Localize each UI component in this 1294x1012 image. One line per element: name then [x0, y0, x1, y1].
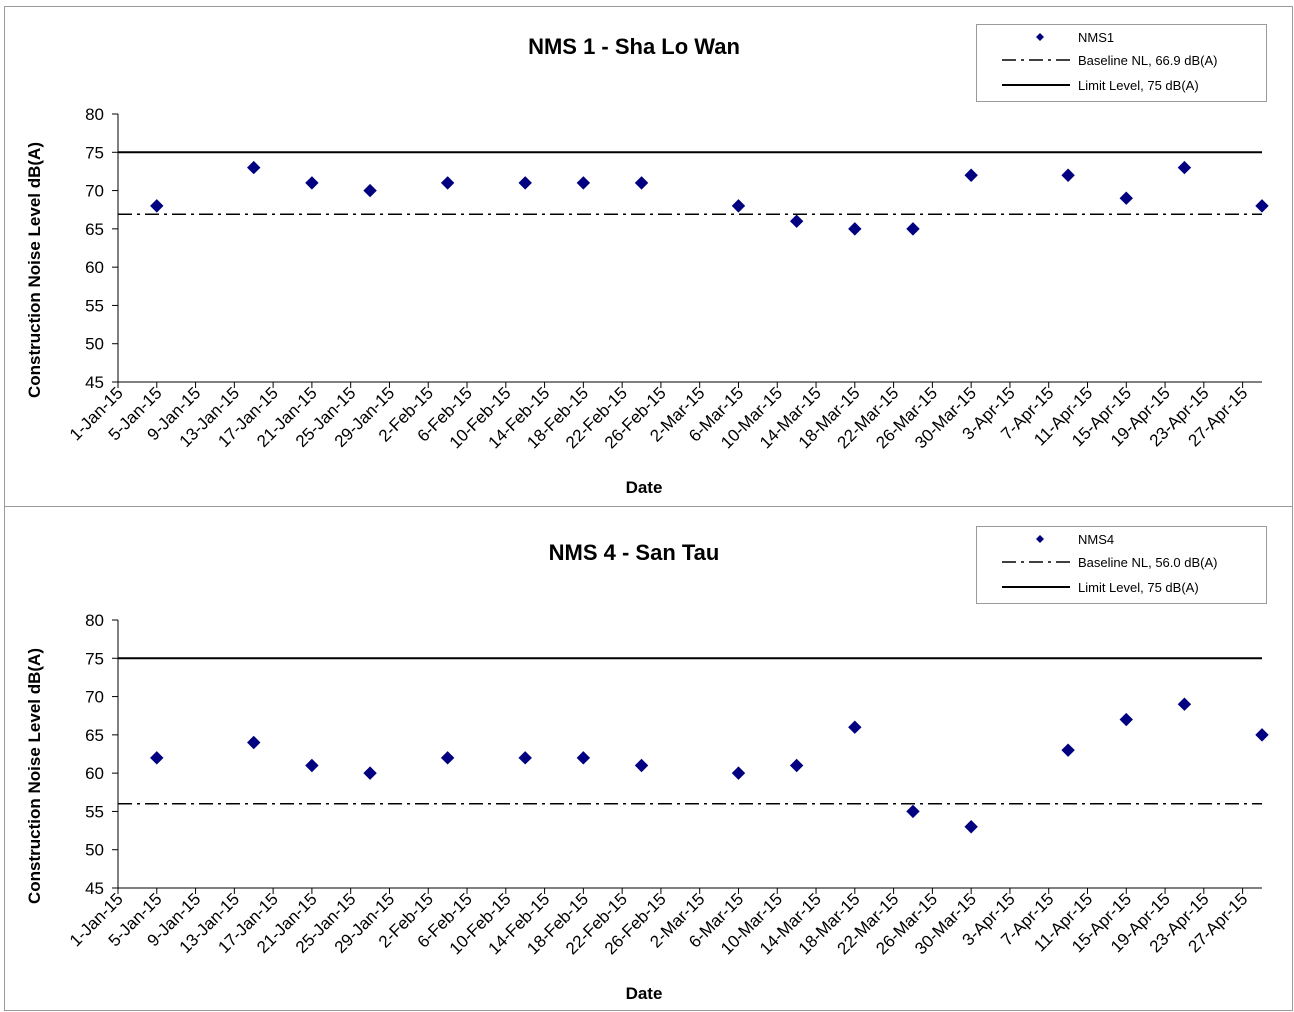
data-point — [440, 176, 455, 190]
data-point — [150, 751, 164, 765]
data-point — [576, 751, 591, 765]
chart-title: NMS 1 - Sha Lo Wan — [528, 34, 740, 59]
data-point — [1177, 160, 1192, 175]
y-tick-label: 45 — [85, 373, 104, 392]
data-point — [1255, 199, 1269, 213]
data-point — [634, 758, 649, 773]
chart-border — [4, 506, 1293, 1011]
x-axis-title: Date — [626, 478, 663, 497]
chart-title: NMS 4 - San Tau — [549, 540, 720, 565]
data-point — [848, 222, 862, 236]
legend-label: NMS4 — [1078, 532, 1114, 547]
data-point — [518, 176, 532, 190]
chart-nms1: NMS 1 - Sha Lo Wan45505560657075801-Jan-… — [4, 6, 1293, 506]
y-tick-label: 75 — [85, 649, 104, 668]
data-point — [305, 758, 319, 773]
y-tick-label: 50 — [85, 335, 104, 354]
data-point — [964, 820, 978, 834]
data-point — [363, 183, 377, 198]
legend-label: Limit Level, 75 dB(A) — [1078, 78, 1199, 93]
data-point — [789, 214, 804, 228]
legend-label: Limit Level, 75 dB(A) — [1078, 580, 1199, 595]
y-tick-label: 80 — [85, 611, 104, 630]
data-point — [576, 176, 591, 190]
chart-border — [4, 6, 1293, 506]
chart-panel-nms4: NMS 4 - San Tau 45 50 55 60 65 70 75 80 1-Jan-15 5… — [0, 506, 1294, 1012]
data-point — [1061, 743, 1075, 757]
data-point — [848, 720, 862, 734]
y-tick-label: 45 — [85, 879, 104, 898]
y-tick-label: 60 — [85, 258, 104, 277]
legend: NMS4 Baseline NL, 56.0 dB(A) Limit Level, … — [976, 526, 1267, 604]
legend-label: Baseline NL, 56.0 dB(A) — [1078, 555, 1217, 570]
data-point — [150, 199, 164, 213]
legend-label: NMS1 — [1078, 30, 1114, 45]
y-axis-title: Construction Noise Level dB(A) — [25, 648, 44, 904]
chart-nms4: NMS 4 - San Tau45505560657075801-Jan-155… — [4, 506, 1293, 1011]
y-tick-label: 60 — [85, 764, 104, 783]
data-point — [1061, 168, 1075, 182]
data-point — [1255, 728, 1269, 742]
data-point — [518, 751, 532, 765]
y-tick-label: 55 — [85, 296, 104, 315]
legend-box — [976, 24, 1267, 102]
legend-marker — [1036, 33, 1044, 41]
legend-box — [976, 526, 1267, 604]
data-point — [1119, 191, 1133, 205]
data-point — [247, 160, 261, 175]
data-point — [731, 199, 746, 213]
y-axis-title: Construction Noise Level dB(A) — [25, 142, 44, 398]
legend: NMS1 Baseline NL, 66.9 dB(A) Limit Level, … — [976, 24, 1267, 102]
x-axis-title: Date — [626, 984, 663, 1003]
y-tick-label: 75 — [85, 143, 104, 162]
y-tick-label: 65 — [85, 726, 104, 745]
data-point — [964, 168, 978, 182]
data-point — [731, 766, 746, 780]
legend-marker — [1036, 535, 1044, 543]
data-point — [1119, 712, 1133, 727]
y-tick-label: 55 — [85, 802, 104, 821]
data-point — [247, 735, 261, 750]
legend-label: Baseline NL, 66.9 dB(A) — [1078, 53, 1217, 68]
data-point — [305, 176, 319, 190]
data-point — [634, 176, 649, 190]
y-tick-label: 70 — [85, 688, 104, 707]
data-point — [363, 766, 377, 780]
chart-panel-nms1: NMS 1 - Sha Lo Wan 45 50 55 60 65 70 75 80 1-Jan-… — [4, 6, 1293, 506]
data-point — [1177, 697, 1192, 711]
data-point — [906, 222, 920, 236]
data-point — [906, 804, 920, 819]
y-tick-label: 65 — [85, 220, 104, 239]
y-tick-label: 80 — [85, 105, 104, 124]
data-point — [789, 758, 804, 773]
y-tick-label: 50 — [85, 841, 104, 860]
y-tick-label: 70 — [85, 182, 104, 201]
data-point — [440, 751, 455, 765]
